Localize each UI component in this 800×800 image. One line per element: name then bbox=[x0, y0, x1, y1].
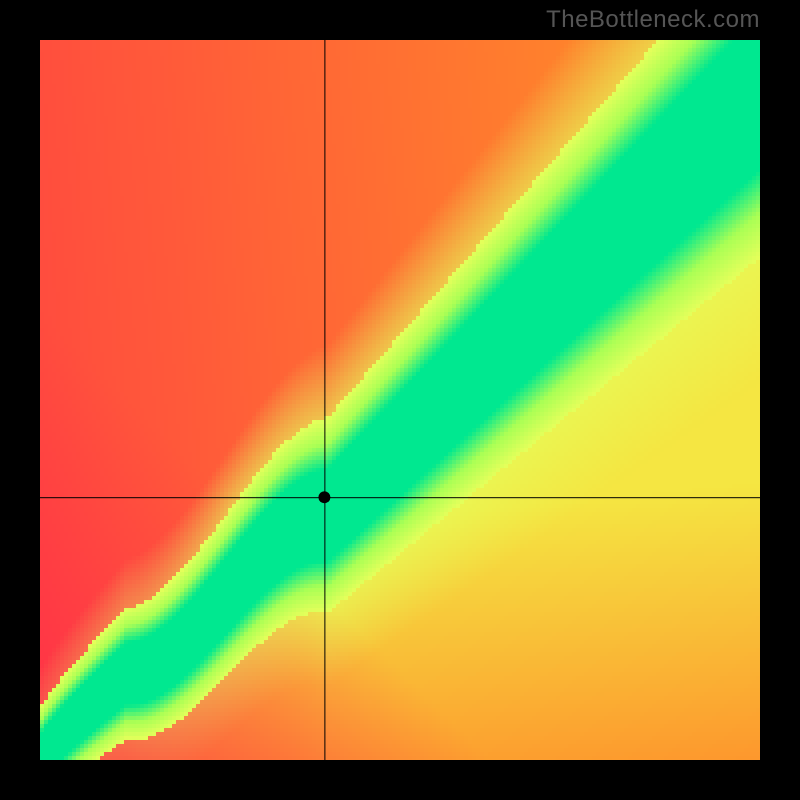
bottleneck-heatmap bbox=[0, 0, 800, 800]
chart-container: TheBottleneck.com bbox=[0, 0, 800, 800]
watermark-text: TheBottleneck.com bbox=[546, 6, 760, 34]
